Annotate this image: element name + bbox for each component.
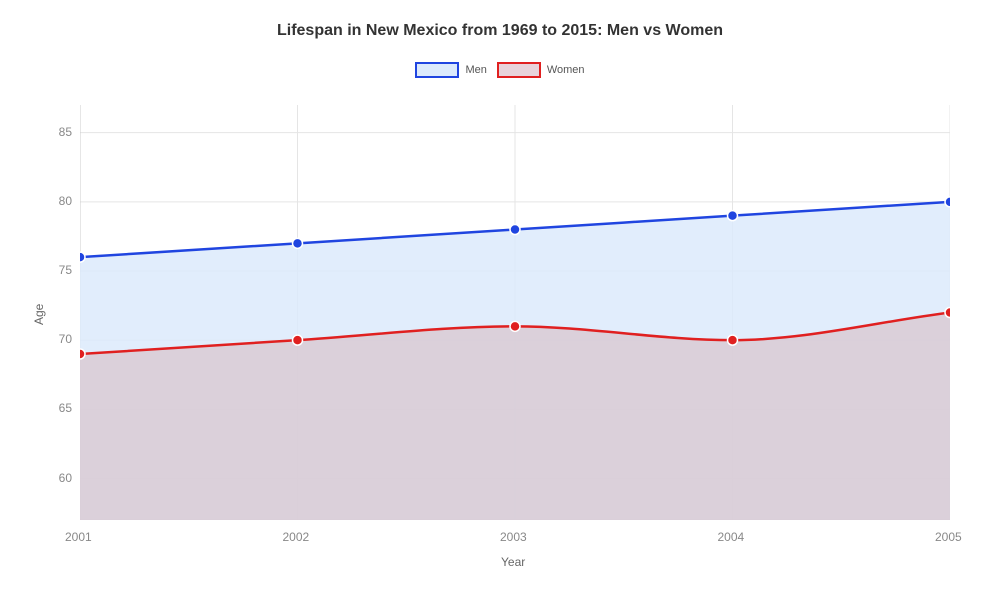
x-axis-label: Year: [501, 555, 525, 569]
x-tick-label: 2001: [65, 530, 92, 544]
chart-title: Lifespan in New Mexico from 1969 to 2015…: [0, 0, 1000, 40]
y-tick-label: 60: [59, 471, 72, 485]
x-tick-label: 2004: [718, 530, 745, 544]
y-tick-label: 65: [59, 401, 72, 415]
x-tick-label: 2002: [283, 530, 310, 544]
x-tick-label: 2005: [935, 530, 962, 544]
y-axis-label: Age: [32, 303, 46, 324]
legend-item-men: Men: [415, 62, 486, 78]
y-tick-label: 70: [59, 332, 72, 346]
legend-label-men: Men: [465, 64, 486, 76]
legend: Men Women: [0, 62, 1000, 78]
legend-label-women: Women: [547, 64, 585, 76]
legend-swatch-women: [497, 62, 541, 78]
y-tick-label: 80: [59, 194, 72, 208]
legend-swatch-men: [415, 62, 459, 78]
y-tick-label: 85: [59, 125, 72, 139]
plot-area: [80, 105, 950, 520]
legend-item-women: Women: [497, 62, 585, 78]
x-tick-label: 2003: [500, 530, 527, 544]
chart-container: Lifespan in New Mexico from 1969 to 2015…: [0, 0, 1000, 600]
y-tick-label: 75: [59, 263, 72, 277]
